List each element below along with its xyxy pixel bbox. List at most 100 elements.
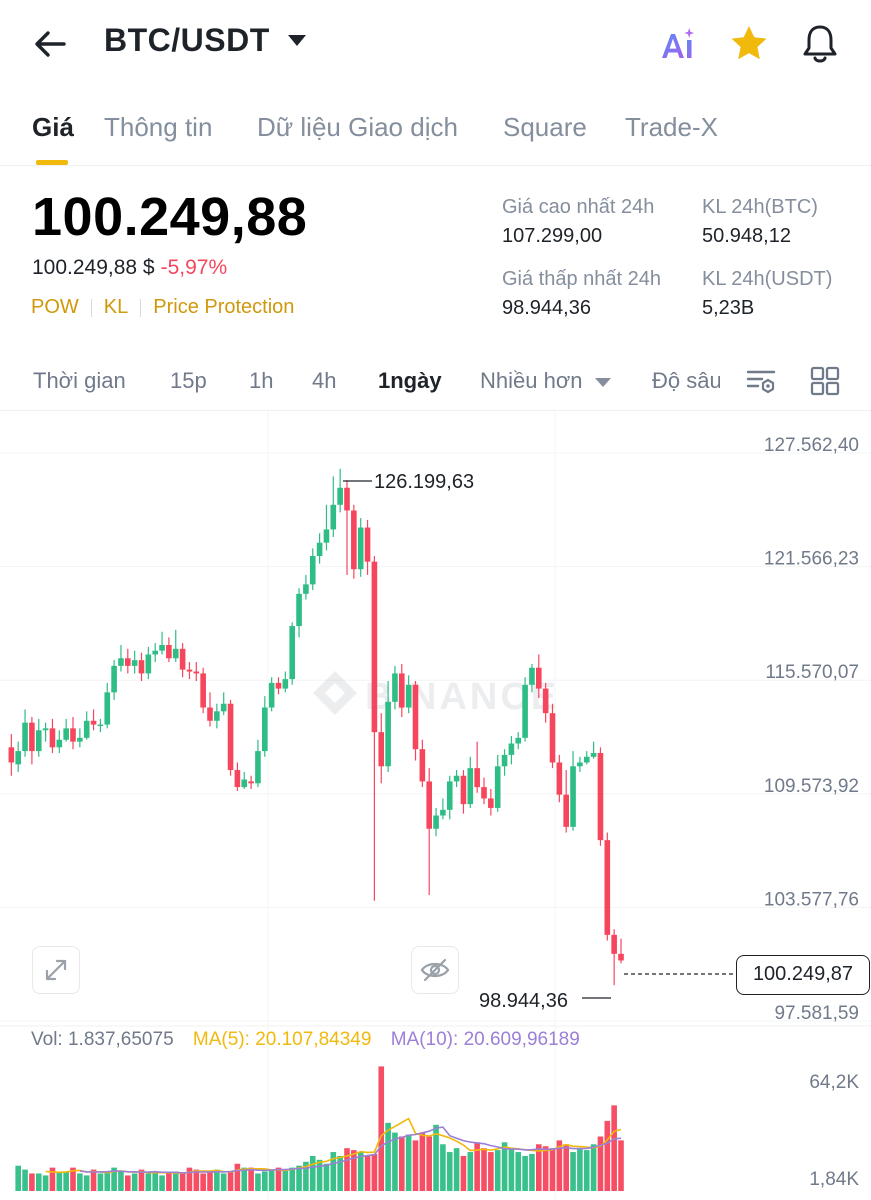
tab-price[interactable]: Giá [32,112,74,142]
layout-grid-button[interactable] [808,364,842,398]
stat-high-value: 107.299,00 [502,225,603,247]
price-change: -5,97% [160,256,228,279]
back-button[interactable] [28,24,72,64]
caret-down-icon [594,377,611,387]
tag-divider [90,298,92,317]
interval-1h[interactable]: 1h [249,368,274,393]
favorite-button[interactable] [727,22,771,66]
volume-bars [15,1066,624,1191]
interval-bar: Thời gian 15p 1h 4h 1ngày Nhiều hơn Độ s… [0,360,871,406]
candle-body [42,728,49,731]
candle-body [138,660,145,674]
eye-off-icon [420,958,450,982]
candle-body [357,527,364,570]
candle-body [453,775,460,782]
candle-body [275,682,282,689]
candle-body [316,542,323,556]
candle-body [268,682,275,708]
candlestick-chart[interactable]: BINANCE 127.562,40 121.566,23 115.570,07 10… [0,411,871,1200]
interval-more[interactable]: Nhiều hơn [480,368,611,394]
volume-bar [536,1144,542,1191]
volume-legend: Vol: 1.837,65075 MA(5): 20.107,84349 MA(… [31,1029,594,1051]
volume-bar [296,1165,302,1191]
volume-bar [556,1140,563,1191]
volume-bar [385,1122,391,1191]
volume-bar [344,1148,350,1191]
candle-body [255,751,261,784]
volume-bar [412,1140,419,1191]
candle-body [193,671,200,674]
interval-depth[interactable]: Độ sâu [652,368,720,393]
top-bar: BTC/USDT [0,0,871,90]
volume-bar [597,1136,604,1191]
stat-low-value: 98.944,36 [502,297,591,319]
stat-vol-usdt-label: KL 24h(USDT) [702,268,833,290]
volume-bar [488,1152,494,1191]
volume-bar [426,1136,432,1191]
candle-body [234,770,241,788]
volume-bar [474,1142,480,1191]
alert-button[interactable] [798,22,842,66]
volume-bar [35,1173,42,1191]
indicator-settings-button[interactable] [744,364,778,398]
fullscreen-button[interactable] [32,946,80,994]
kline-chart[interactable]: BINANCE 127.562,40 121.566,23 115.570,07 10… [0,410,871,1200]
candle-body [111,665,117,693]
hide-indicators-button[interactable] [411,946,459,994]
candle-body [583,756,590,763]
volume-bar [172,1171,179,1191]
interval-1d[interactable]: 1ngày [378,368,442,393]
volume-bar [440,1144,446,1191]
candle-body [179,648,186,670]
volume-bar [268,1169,275,1191]
candle-body [563,794,569,827]
volume-bar [337,1155,343,1191]
volume-bar [131,1173,138,1191]
tab-info[interactable]: Thông tin [104,112,213,142]
candle-body [426,781,432,829]
volume-bar [111,1167,117,1191]
y-tick-label: 127.562,40 [764,435,859,456]
price-usd-row: 100.249,88 $ -5,97% [32,256,227,280]
tag-pow[interactable]: POW [31,296,79,318]
candle-body [399,673,405,708]
tab-square[interactable]: Square [503,112,587,142]
interval-time[interactable]: Thời gian [33,368,126,393]
candle-body [309,555,316,585]
volume-bar [604,1120,611,1191]
interval-4h[interactable]: 4h [312,368,337,393]
volume-bar [515,1152,522,1191]
volume-bar [200,1173,206,1191]
stat-high: Giá cao nhất 24h 107.299,00 [502,196,654,248]
interval-15m[interactable]: 15p [170,368,207,393]
candle-body [481,787,487,799]
volume-bar [70,1167,76,1191]
tab-trade-x[interactable]: Trade-X [625,112,718,142]
candle-body [412,684,419,750]
volume-bar [433,1124,439,1191]
symbol-selector[interactable]: BTC/USDT [104,22,306,59]
vol-value: Vol: 1.837,65075 [31,1029,174,1050]
vol-tick-bottom: 1,84K [809,1169,859,1190]
volume-bar [90,1169,97,1191]
candle-body [166,645,172,659]
candle-body [474,768,480,788]
volume-bar [316,1159,323,1191]
candle-body [35,730,42,752]
candle-body [8,747,15,763]
candle-body [70,728,76,742]
volume-bar [494,1150,501,1191]
tag-kl[interactable]: KL [103,296,129,318]
price-usd: 100.249,88 $ [32,256,155,279]
candle-body [364,527,371,562]
tab-trading-data[interactable]: Dữ liệu Giao dịch [257,112,458,142]
y-axis-labels: 127.562,40 121.566,23 115.570,07 109.573,92… [764,435,859,1024]
y-tick-label: 115.570,07 [765,662,859,683]
ai-button[interactable] [656,22,700,66]
candle-body [549,713,556,763]
tag-price-protection[interactable]: Price Protection [153,296,295,318]
volume-bar [309,1155,316,1191]
candle-body [125,658,131,666]
volume-bar [255,1173,261,1191]
stat-vol-btc-label: KL 24h(BTC) [702,196,818,218]
